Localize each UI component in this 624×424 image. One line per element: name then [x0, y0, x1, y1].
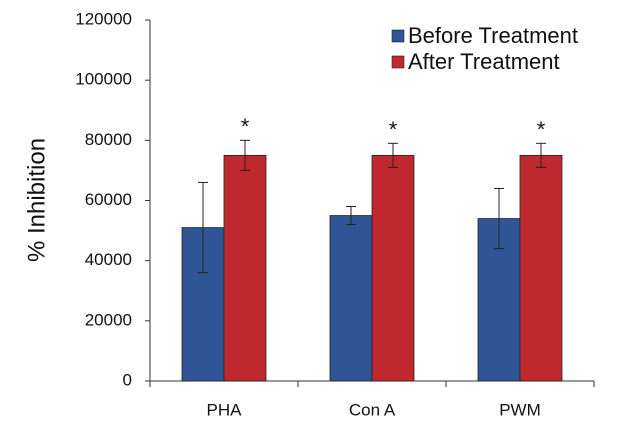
bar: [223, 154, 267, 382]
bar: [519, 154, 563, 382]
y-tick-label: 40000: [85, 250, 132, 269]
error-bar: [198, 181, 208, 274]
error-bar: [388, 142, 398, 168]
error-bar: [240, 139, 250, 171]
legend-label: After Treatment: [408, 49, 560, 74]
bar: [329, 215, 373, 382]
error-bar: [536, 142, 546, 168]
legend-swatch: [391, 55, 405, 69]
bar: [371, 154, 415, 382]
annotation: *: [241, 114, 250, 139]
y-axis-label: % Inhibition: [23, 138, 50, 262]
error-bar: [346, 206, 356, 226]
y-tick-label: 60000: [85, 190, 132, 209]
annotation: *: [537, 117, 546, 142]
y-tick-label: 80000: [85, 130, 132, 149]
y-tick-label: 120000: [75, 9, 132, 28]
y-tick-label: 20000: [85, 310, 132, 329]
y-tick-label: 0: [123, 370, 132, 389]
x-tick-label: PWM: [499, 400, 541, 419]
error-bar: [494, 187, 504, 250]
legend-swatch: [391, 29, 405, 43]
x-tick-label: Con A: [349, 400, 396, 419]
annotation: *: [389, 117, 398, 142]
x-tick-label: PHA: [207, 400, 243, 419]
y-tick-label: 100000: [75, 70, 132, 89]
legend-label: Before Treatment: [408, 23, 578, 48]
